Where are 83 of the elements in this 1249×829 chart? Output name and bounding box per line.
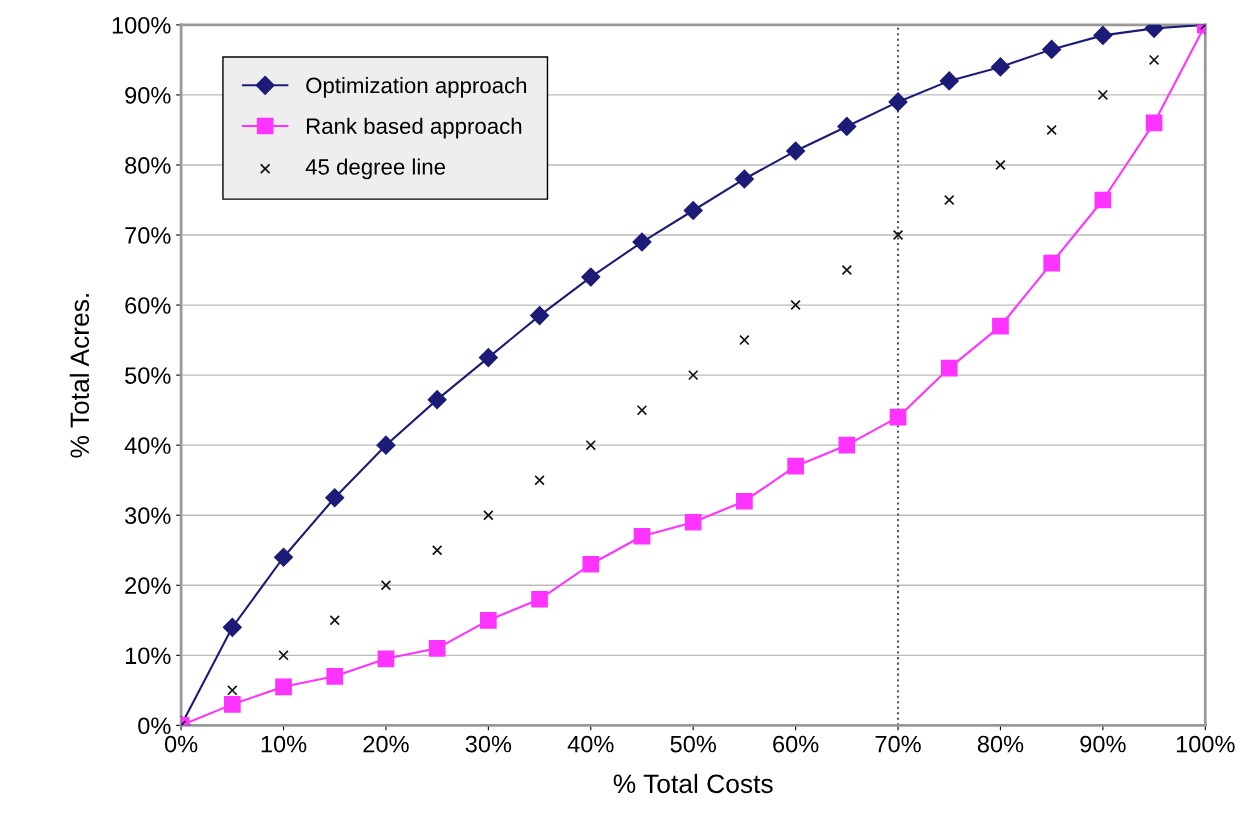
legend-label: 45 degree line	[305, 158, 446, 180]
y-tick-label: 0%	[138, 717, 171, 735]
point	[278, 650, 289, 661]
point	[431, 545, 443, 556]
y-axis-title: % Total Acres.	[69, 294, 90, 458]
point	[581, 267, 601, 287]
point	[480, 611, 497, 629]
point	[786, 141, 806, 161]
point	[944, 194, 955, 206]
point	[1097, 89, 1109, 101]
point	[841, 264, 853, 276]
x-tick-label: 80%	[977, 735, 1024, 753]
point	[995, 159, 1006, 171]
point	[889, 408, 907, 426]
point	[1042, 39, 1062, 59]
point	[325, 488, 345, 508]
y-tick-label: 50%	[125, 367, 171, 384]
point	[838, 436, 856, 454]
point	[530, 306, 550, 326]
point	[939, 71, 959, 91]
point	[478, 348, 498, 368]
point	[1043, 254, 1060, 272]
point	[1094, 191, 1112, 209]
y-tick-label: 70%	[125, 227, 171, 244]
x-tick-label: 50%	[670, 735, 716, 753]
point	[380, 580, 392, 591]
point	[1145, 114, 1163, 132]
point	[990, 57, 1010, 77]
point	[376, 435, 396, 455]
x-tick-label: 40%	[567, 735, 614, 753]
legend-label: Rank based approach	[306, 117, 522, 139]
point	[687, 369, 699, 381]
point	[684, 513, 702, 531]
y-tick-label: 20%	[125, 577, 171, 595]
point	[428, 639, 446, 657]
x-tick-label: 60%	[773, 735, 819, 753]
point	[329, 615, 340, 626]
x-tick-label: 0%	[164, 735, 198, 753]
point	[483, 509, 494, 521]
x-tick-label: 70%	[875, 735, 921, 753]
x-tick-label: 30%	[465, 735, 512, 753]
y-tick-label: 40%	[124, 437, 171, 454]
point	[888, 92, 908, 112]
point	[739, 334, 750, 346]
point	[275, 678, 292, 696]
point	[273, 547, 294, 567]
point	[787, 457, 804, 475]
point	[734, 169, 754, 189]
point	[992, 317, 1009, 335]
point	[223, 696, 241, 713]
point	[531, 590, 548, 608]
point	[1046, 124, 1057, 136]
point	[1148, 54, 1160, 66]
point	[534, 474, 545, 486]
y-tick-label: 90%	[125, 86, 171, 104]
point	[837, 116, 857, 136]
point	[632, 232, 652, 252]
point	[683, 200, 703, 221]
x-tick-label: 10%	[261, 735, 307, 753]
point	[736, 492, 753, 510]
x-axis-title: % Total Costs	[613, 773, 773, 794]
x-tick-label: 20%	[363, 735, 409, 753]
point	[1093, 25, 1113, 45]
y-tick-label: 30%	[125, 507, 171, 525]
point	[427, 390, 447, 410]
y-tick-label: 80%	[125, 157, 171, 174]
point	[636, 404, 648, 416]
point	[582, 555, 600, 573]
point	[633, 527, 651, 545]
y-tick-label: 10%	[125, 647, 171, 665]
point	[377, 650, 395, 668]
point	[326, 668, 344, 685]
point	[790, 299, 801, 311]
point	[940, 359, 958, 377]
point	[227, 685, 238, 696]
x-tick-label: 90%	[1080, 735, 1126, 753]
point	[892, 229, 904, 241]
point	[585, 439, 597, 451]
legend-label: Optimization approach	[306, 77, 527, 98]
y-tick-label: 100%	[112, 16, 171, 34]
x-tick-label: 100%	[1176, 735, 1235, 753]
point	[222, 617, 242, 637]
y-tick-label: 60%	[125, 297, 171, 314]
